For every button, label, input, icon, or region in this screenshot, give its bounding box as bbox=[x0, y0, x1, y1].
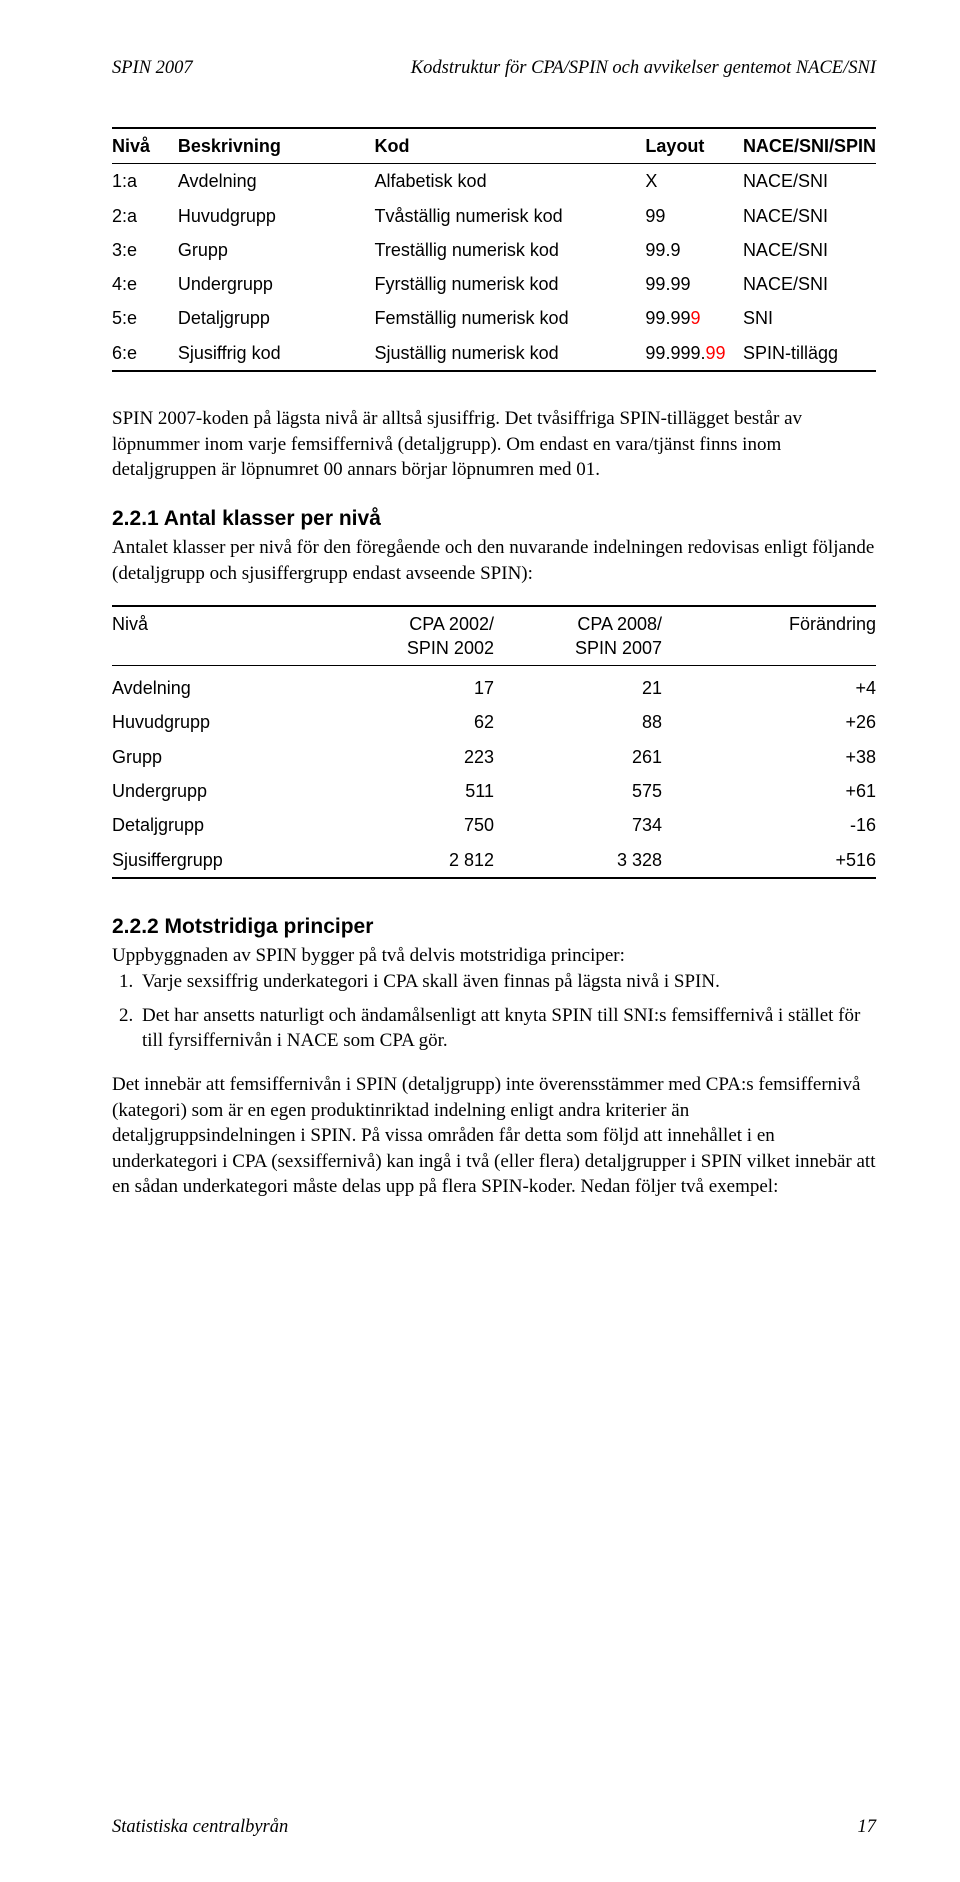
cell-b: 734 bbox=[494, 808, 662, 842]
th-source: NACE/SNI/SPIN bbox=[743, 128, 876, 164]
cell-b: 88 bbox=[494, 705, 662, 739]
cell-besk: Sjusiffrig kod bbox=[178, 336, 375, 371]
table-row: Sjusiffergrupp 2 812 3 328 +516 bbox=[112, 843, 876, 878]
running-head: SPIN 2007 Kodstruktur för CPA/SPIN och a… bbox=[112, 56, 876, 81]
classes-per-level-table: Nivå CPA 2002/ SPIN 2002 CPA 2008/ SPIN … bbox=[112, 605, 876, 879]
cell-niva: 1:a bbox=[112, 164, 178, 199]
cell-b: 21 bbox=[494, 666, 662, 706]
paragraph-221-lead: Antalet klasser per nivå för den föregåe… bbox=[112, 535, 876, 586]
cell-niva: 6:e bbox=[112, 336, 178, 371]
cell-a: 750 bbox=[326, 808, 494, 842]
footer-publisher: Statistiska centralbyrån bbox=[112, 1815, 288, 1840]
cell-src: SPIN-tillägg bbox=[743, 336, 876, 371]
cell-level: Sjusiffergrupp bbox=[112, 843, 326, 878]
table-row: Avdelning 17 21 +4 bbox=[112, 666, 876, 706]
cell-level: Undergrupp bbox=[112, 774, 326, 808]
cell-kod: Alfabetisk kod bbox=[375, 164, 646, 199]
table-row: 4:e Undergrupp Fyrställig numerisk kod 9… bbox=[112, 267, 876, 301]
th-change: Förändring bbox=[662, 606, 876, 666]
cell-layout: 99.99 bbox=[645, 267, 743, 301]
section-heading-221: 2.2.1 Antal klasser per nivå bbox=[112, 505, 876, 533]
table-row: Huvudgrupp 62 88 +26 bbox=[112, 705, 876, 739]
table-row: 1:a Avdelning Alfabetisk kod X NACE/SNI bbox=[112, 164, 876, 199]
cell-src: NACE/SNI bbox=[743, 233, 876, 267]
cell-besk: Grupp bbox=[178, 233, 375, 267]
table-row: 6:e Sjusiffrig kod Sjuställig numerisk k… bbox=[112, 336, 876, 371]
paragraph-222-body: Det innebär att femsiffernivån i SPIN (d… bbox=[112, 1072, 876, 1200]
cell-c: +4 bbox=[662, 666, 876, 706]
cell-layout: X bbox=[645, 164, 743, 199]
th-cpa2002: CPA 2002/ SPIN 2002 bbox=[326, 606, 494, 666]
cell-niva: 4:e bbox=[112, 267, 178, 301]
list-item: Varje sexsiffrig underkategori i CPA ska… bbox=[138, 969, 876, 995]
th-niva: Nivå bbox=[112, 606, 326, 666]
cell-a: 2 812 bbox=[326, 843, 494, 878]
cell-kod: Fyrställig numerisk kod bbox=[375, 267, 646, 301]
cell-c: +61 bbox=[662, 774, 876, 808]
cell-src: SNI bbox=[743, 301, 876, 335]
table-row: Detaljgrupp 750 734 -16 bbox=[112, 808, 876, 842]
cell-level: Huvudgrupp bbox=[112, 705, 326, 739]
table-row: 5:e Detaljgrupp Femställig numerisk kod … bbox=[112, 301, 876, 335]
th-kod: Kod bbox=[375, 128, 646, 164]
cell-a: 223 bbox=[326, 740, 494, 774]
cell-src: NACE/SNI bbox=[743, 267, 876, 301]
list-item: Det har ansetts naturligt och ändamålsen… bbox=[138, 1003, 876, 1054]
table-row: Undergrupp 511 575 +61 bbox=[112, 774, 876, 808]
table-header-row: Nivå Beskrivning Kod Layout NACE/SNI/SPI… bbox=[112, 128, 876, 164]
principles-list: Varje sexsiffrig underkategori i CPA ska… bbox=[112, 969, 876, 1054]
cell-c: +26 bbox=[662, 705, 876, 739]
running-head-left: SPIN 2007 bbox=[112, 56, 193, 81]
cell-niva: 5:e bbox=[112, 301, 178, 335]
th-besk: Beskrivning bbox=[178, 128, 375, 164]
table-header-row: Nivå CPA 2002/ SPIN 2002 CPA 2008/ SPIN … bbox=[112, 606, 876, 666]
page-footer: Statistiska centralbyrån 17 bbox=[112, 1815, 876, 1840]
cell-src: NACE/SNI bbox=[743, 164, 876, 199]
cell-c: +516 bbox=[662, 843, 876, 878]
cell-b: 3 328 bbox=[494, 843, 662, 878]
cell-layout: 99.9 bbox=[645, 233, 743, 267]
table-row: 2:a Huvudgrupp Tvåställig numerisk kod 9… bbox=[112, 199, 876, 233]
th-layout: Layout bbox=[645, 128, 743, 164]
cell-b: 575 bbox=[494, 774, 662, 808]
cell-besk: Detaljgrupp bbox=[178, 301, 375, 335]
cell-kod: Treställig numerisk kod bbox=[375, 233, 646, 267]
cell-level: Grupp bbox=[112, 740, 326, 774]
cell-besk: Avdelning bbox=[178, 164, 375, 199]
page: SPIN 2007 Kodstruktur för CPA/SPIN och a… bbox=[0, 0, 960, 1882]
cell-level: Avdelning bbox=[112, 666, 326, 706]
cell-besk: Huvudgrupp bbox=[178, 199, 375, 233]
th-niva: Nivå bbox=[112, 128, 178, 164]
footer-page-number: 17 bbox=[858, 1815, 877, 1840]
table-row: Grupp 223 261 +38 bbox=[112, 740, 876, 774]
running-head-right: Kodstruktur för CPA/SPIN och avvikelser … bbox=[411, 56, 876, 81]
cell-layout: 99 bbox=[645, 199, 743, 233]
cell-niva: 3:e bbox=[112, 233, 178, 267]
cell-kod: Sjuställig numerisk kod bbox=[375, 336, 646, 371]
code-structure-table: Nivå Beskrivning Kod Layout NACE/SNI/SPI… bbox=[112, 127, 876, 372]
cell-c: -16 bbox=[662, 808, 876, 842]
cell-a: 17 bbox=[326, 666, 494, 706]
cell-b: 261 bbox=[494, 740, 662, 774]
cell-src: NACE/SNI bbox=[743, 199, 876, 233]
cell-niva: 2:a bbox=[112, 199, 178, 233]
cell-besk: Undergrupp bbox=[178, 267, 375, 301]
section-heading-222: 2.2.2 Motstridiga principer bbox=[112, 913, 876, 941]
cell-layout: 99.999 bbox=[645, 301, 743, 335]
cell-kod: Femställig numerisk kod bbox=[375, 301, 646, 335]
th-cpa2008: CPA 2008/ SPIN 2007 bbox=[494, 606, 662, 666]
cell-a: 62 bbox=[326, 705, 494, 739]
table-row: 3:e Grupp Treställig numerisk kod 99.9 N… bbox=[112, 233, 876, 267]
cell-level: Detaljgrupp bbox=[112, 808, 326, 842]
paragraph-222-lead: Uppbyggnaden av SPIN bygger på två delvi… bbox=[112, 943, 876, 969]
cell-a: 511 bbox=[326, 774, 494, 808]
paragraph-intro: SPIN 2007-koden på lägsta nivå är alltså… bbox=[112, 406, 876, 483]
cell-kod: Tvåställig numerisk kod bbox=[375, 199, 646, 233]
cell-layout: 99.999.99 bbox=[645, 336, 743, 371]
cell-c: +38 bbox=[662, 740, 876, 774]
